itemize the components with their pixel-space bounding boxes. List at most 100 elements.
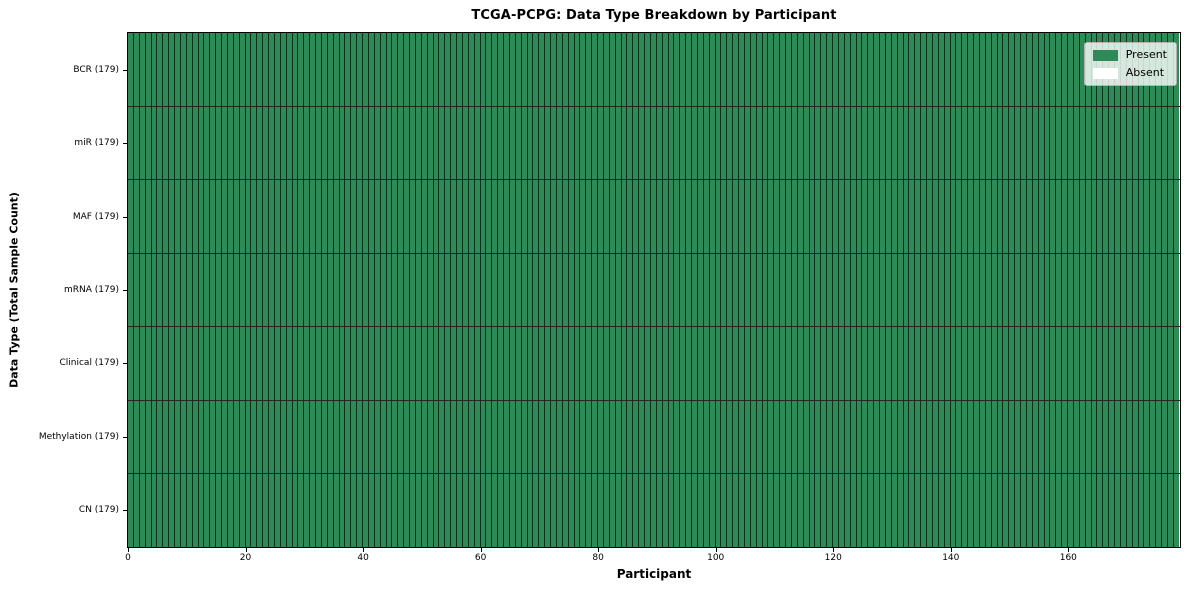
heatmap-cell <box>410 474 416 548</box>
heatmap-cell <box>345 253 352 327</box>
heatmap-cell <box>321 106 328 180</box>
heatmap-cell <box>515 33 522 106</box>
heatmap-cell <box>1091 180 1098 253</box>
heatmap-cell <box>339 327 346 400</box>
heatmap-cell <box>239 327 246 400</box>
heatmap-cell <box>175 400 181 474</box>
heatmap-cell <box>1150 400 1157 474</box>
heatmap-cell <box>316 327 322 400</box>
heatmap-cell <box>733 327 739 400</box>
heatmap-cell <box>1126 106 1133 180</box>
heatmap-cell <box>492 253 499 327</box>
heatmap-cell <box>357 180 363 253</box>
heatmap-cell <box>515 180 522 253</box>
heatmap-cell <box>762 180 769 253</box>
heatmap-cell <box>1079 253 1086 327</box>
heatmap-cell <box>310 400 316 474</box>
heatmap-cell <box>551 253 557 327</box>
heatmap-cell <box>1062 400 1068 474</box>
heatmap-cell <box>868 400 875 474</box>
heatmap-cell <box>932 327 939 400</box>
heatmap-cell <box>410 253 416 327</box>
heatmap-cell <box>445 327 452 400</box>
heatmap-cell <box>292 106 299 180</box>
heatmap-cell <box>586 180 593 253</box>
heatmap-cell <box>233 180 240 253</box>
heatmap-cell <box>1062 474 1068 548</box>
heatmap-cell <box>210 400 217 474</box>
x-tick-label-0: 0 <box>125 553 131 563</box>
heatmap-cell <box>979 106 986 180</box>
heatmap-cell <box>1032 327 1039 400</box>
heatmap-cell <box>1126 253 1133 327</box>
y-tick-mark <box>123 290 127 291</box>
heatmap-cell <box>139 253 146 327</box>
heatmap-cell <box>744 253 751 327</box>
heatmap-cell <box>498 400 504 474</box>
heatmap-cell <box>1115 327 1121 400</box>
heatmap-cell <box>997 474 1004 548</box>
heatmap-cell <box>885 180 892 253</box>
heatmap-cell <box>439 400 446 474</box>
legend-entry-absent: Absent <box>1092 67 1167 79</box>
heatmap-cell <box>744 180 751 253</box>
heatmap-cell <box>780 400 786 474</box>
heatmap-cell <box>733 253 739 327</box>
heatmap-cell <box>833 106 839 180</box>
heatmap-cell <box>133 180 140 253</box>
heatmap-cell <box>392 253 399 327</box>
heatmap-cell <box>938 106 945 180</box>
heatmap-cell <box>909 33 916 106</box>
heatmap-cell <box>938 327 945 400</box>
heatmap-cell <box>363 400 369 474</box>
heatmap-cell <box>310 180 316 253</box>
heatmap-cell <box>968 400 974 474</box>
heatmap-cell <box>768 33 775 106</box>
heatmap-cell <box>321 33 328 106</box>
heatmap-cell <box>175 327 181 400</box>
heatmap-cell <box>768 106 775 180</box>
heatmap-cell <box>997 106 1004 180</box>
heatmap-cell <box>251 327 258 400</box>
heatmap-cell <box>815 400 822 474</box>
heatmap-cell <box>204 180 211 253</box>
heatmap-cell <box>298 180 305 253</box>
heatmap-cell <box>492 33 499 106</box>
heatmap-cell <box>180 106 187 180</box>
heatmap-cell <box>615 180 622 253</box>
heatmap-cell <box>850 180 857 253</box>
heatmap-cell <box>1015 327 1021 400</box>
heatmap-cell <box>216 180 222 253</box>
heatmap-cell <box>615 474 622 548</box>
heatmap-cell <box>621 253 628 327</box>
heatmap-cell <box>750 400 757 474</box>
heatmap-cell <box>586 474 593 548</box>
heatmap-cell <box>656 400 663 474</box>
heatmap-cell <box>897 180 904 253</box>
heatmap-cell <box>280 400 287 474</box>
heatmap-cell <box>474 327 481 400</box>
heatmap-cell <box>263 474 269 548</box>
heatmap-cell <box>692 33 698 106</box>
heatmap-cell <box>598 400 604 474</box>
heatmap-cell <box>257 33 264 106</box>
heatmap-cell <box>533 474 540 548</box>
heatmap-cell <box>821 180 828 253</box>
heatmap-cell <box>392 400 399 474</box>
heatmap-cell <box>944 180 951 253</box>
heatmap-cell <box>962 253 969 327</box>
heatmap-cell <box>186 253 193 327</box>
heatmap-cell <box>169 33 175 106</box>
heatmap-cell <box>374 106 381 180</box>
x-tick-label-140: 140 <box>942 553 960 563</box>
heatmap-cell <box>686 400 692 474</box>
heatmap-cell <box>445 400 452 474</box>
heatmap-cell <box>827 474 833 548</box>
heatmap-cell <box>486 180 493 253</box>
heatmap-cell <box>580 33 587 106</box>
heatmap-cell <box>333 180 340 253</box>
heatmap-cell <box>862 33 869 106</box>
heatmap-cell <box>615 253 622 327</box>
heatmap-cell <box>997 400 1004 474</box>
heatmap-cell <box>498 474 504 548</box>
